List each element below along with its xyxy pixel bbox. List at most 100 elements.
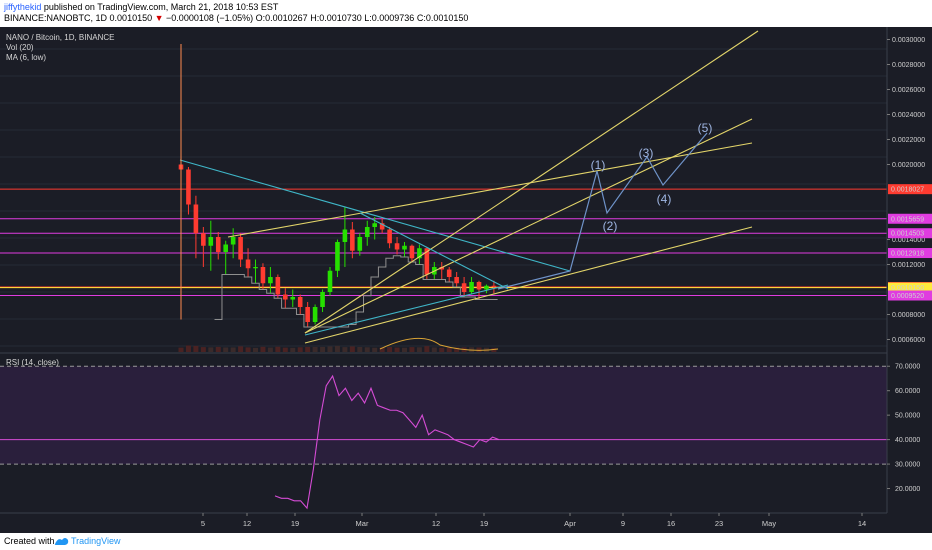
candle-body [223,244,228,252]
price-level-tag[interactable]: 0.0014503 [888,228,932,239]
candle-body [335,242,340,271]
volume-bar [476,347,482,352]
volume-bar [297,347,303,352]
candle [268,267,273,294]
moving-average [214,255,498,328]
volume-bar [178,347,184,352]
cyan-downtrend-line[interactable] [179,159,571,272]
candle [387,227,392,249]
time-tick-label: 12 [243,519,251,528]
volume-bar [431,347,437,352]
volume-bar [223,347,229,352]
candle-body [320,292,325,307]
legend-title: NANO / Bitcoin, 1D, BINANCE [6,33,114,42]
candle [290,289,296,307]
price-tick-label: 0.0006000 [892,337,925,344]
price-level-tag[interactable]: 0.0018027 [888,184,932,195]
yellow-lower-channel-line[interactable] [304,226,753,344]
time-tick-label: 14 [858,519,866,528]
cyan-resistance-line[interactable] [359,212,509,290]
volume-bar [267,347,273,352]
volume-bar [372,347,378,352]
volume-bar [402,347,407,352]
chart-area[interactable]: (1) (2) (3) (4) (5) 0.0030000 0.0028000 0.0026… [0,27,932,533]
candle [342,207,348,267]
volume-bar [312,346,318,352]
candle [253,259,258,284]
candle-body [424,248,430,275]
candle [283,288,288,309]
price-level-tag[interactable]: 0.0012918 [888,248,932,259]
price-level-tag[interactable]: 0.0010150 [888,282,932,293]
candle [402,242,407,257]
volume-bar [253,347,258,352]
candle-body [238,237,243,260]
candle [409,244,415,262]
candle [320,289,325,312]
candle-body [208,237,214,246]
candle [238,233,243,267]
tradingview-logo-icon[interactable] [54,534,69,547]
candle-body [417,248,422,259]
candle-body [201,233,206,246]
legend-rsi: RSI (14, close) [6,358,59,367]
candle-body [409,245,415,259]
candle [186,167,191,215]
time-tick-label: 12 [432,519,440,528]
wave-projection-line[interactable] [497,132,708,290]
publish-line: jiffythekid published on TradingView.com… [4,2,278,13]
volume-bar [193,345,199,352]
volume-bars [178,337,499,352]
price-level-tag[interactable]: 0.0009520 [888,290,932,301]
time-tick-label: May [762,519,776,528]
yellow-horizontal-trendline[interactable] [227,142,753,238]
price-level-tag[interactable]: 0.0015659 [888,213,932,224]
candle-body [312,307,318,322]
time-tick-label: 16 [667,519,675,528]
candle [476,280,482,300]
price-tick-label: 0.0030000 [892,37,925,44]
candle [201,227,206,267]
price-level-tag-label: 0.0018027 [891,187,924,194]
close-value: C:0.0010150 [416,13,469,23]
wave-label: (5) [698,121,713,135]
candle [491,280,497,294]
author-link[interactable]: jiffythekid [4,2,42,12]
chart-svg[interactable]: (1) (2) (3) (4) (5) 0.0030000 0.0028000 0.0026… [0,27,932,533]
candle [469,277,474,295]
candle [461,277,467,297]
candle [484,284,489,294]
price-axis[interactable]: 0.0030000 0.0028000 0.0026000 0.0024000 0.00… [886,27,932,533]
candle-body [268,277,273,284]
candle [446,267,452,282]
projection-path[interactable]: (1) (2) (3) (4) (5) [497,121,713,290]
volume-bar [200,347,206,352]
price-level-tag-label: 0.0009520 [891,293,924,300]
yellow-mid-channel-line[interactable] [304,118,753,334]
candles [178,45,497,327]
candle-body [297,297,303,307]
trendlines[interactable] [179,30,759,344]
tradingview-brand[interactable]: TradingView [71,536,121,546]
candle-body [245,259,251,269]
volume-bar [454,347,460,352]
candle [350,222,355,259]
price-change: −0.0000108 (−1.05%) [166,13,254,23]
candle-body [283,294,288,300]
price-tick-label: 0.0008000 [892,312,925,319]
cyan-support-line[interactable] [304,284,509,336]
ohlc-line: BINANCE:NANOBTC, 1D 0.0010150 ▼ −0.00001… [4,13,468,25]
rsi-tick-label: 70.0000 [895,364,920,371]
candle [297,294,303,315]
horizontal-levels[interactable] [0,188,887,296]
time-axis[interactable]: 5 12 19 Mar 12 19 Apr 9 16 23 May 14 [0,512,887,528]
rsi-panel-background [0,366,887,465]
candle [379,217,385,234]
candle-body [446,269,452,277]
price-level-tag-label: 0.0010150 [891,285,924,292]
candle [305,302,310,327]
price-level-tag-label: 0.0015659 [891,216,924,223]
price-tick-label: 0.0020000 [892,162,925,169]
rsi-tick-label: 60.0000 [895,388,920,395]
price-level-tag-bg [888,248,932,259]
